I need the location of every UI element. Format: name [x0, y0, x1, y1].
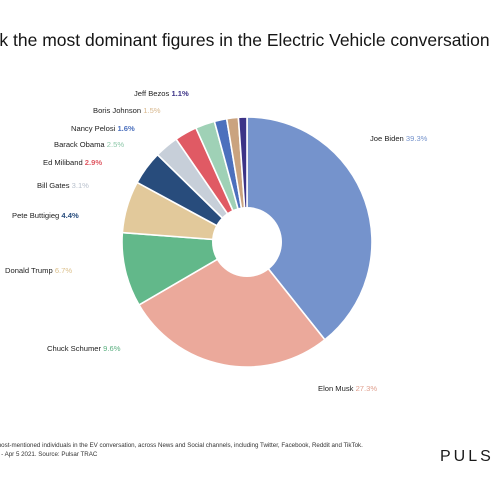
slice-label-joe-biden: Joe Biden 39.3% [370, 134, 428, 143]
slice-label-ed-miliband: Ed Miliband 2.9% [43, 158, 102, 167]
chart-title: nd Musk the most dominant figures in the… [0, 30, 490, 50]
slice-labels: Joe Biden 39.3% Elon Musk 27.3% Chuck Schu… [5, 89, 428, 393]
slice-label-boris-johnson: Boris Johnson 1.5% [93, 106, 161, 115]
slice-label-name: Jeff Bezos [134, 89, 171, 98]
slice-label-value: 39.3% [406, 134, 428, 143]
slice-joe-biden [246, 116, 373, 341]
slice-label-name: Chuck Schumer [47, 344, 103, 353]
footnote-line-2: 5 - Apr 5 2021. Source: Pulsar TRAC [0, 450, 98, 458]
slice-label-value: 27.3% [356, 384, 378, 393]
slice-label-value: 3.1% [72, 181, 90, 190]
brand-logo: PULS [440, 448, 494, 465]
slice-label-chuck-schumer: Chuck Schumer 9.6% [47, 344, 121, 353]
slice-label-value: 9.6% [103, 344, 121, 353]
slice-label-bill-gates: Bill Gates 3.1% [37, 181, 89, 190]
slice-label-value: 1.5% [143, 106, 161, 115]
donut-hole [212, 207, 282, 277]
footnote: most-mentioned individuals in the EV con… [0, 442, 367, 459]
slice-label-value: 6.7% [55, 266, 73, 275]
slice-label-nancy-pelosi: Nancy Pelosi 1.6% [71, 124, 135, 133]
footnote-line-1: most-mentioned individuals in the EV con… [0, 442, 363, 449]
slice-label-name: Boris Johnson [93, 106, 143, 115]
slice-label-value: 4.4% [61, 211, 79, 220]
slice-label-name: Joe Biden [370, 134, 406, 143]
slice-label-value: 1.6% [117, 124, 135, 133]
slice-label-name: Barack Obama [54, 140, 107, 149]
slice-label-elon-musk: Elon Musk 27.3% [318, 384, 377, 393]
slice-elon-musk [137, 240, 326, 368]
slice-label-name: Elon Musk [318, 384, 356, 393]
slice-label-value: 2.5% [107, 140, 125, 149]
slice-label-barack-obama: Barack Obama 2.5% [54, 140, 124, 149]
slice-label-name: Pete Buttigieg [12, 211, 61, 220]
slice-label-name: Nancy Pelosi [71, 124, 117, 133]
slice-label-jeff-bezos: Jeff Bezos 1.1% [134, 89, 189, 98]
slice-label-pete-buttigieg: Pete Buttigieg 4.4% [12, 211, 79, 220]
slice-label-value: 1.1% [171, 89, 189, 98]
slice-label-value: 2.9% [85, 158, 103, 167]
slice-label-name: Bill Gates [37, 181, 72, 190]
slice-label-name: Donald Trump [5, 266, 55, 275]
slice-label-donald-trump: Donald Trump 6.7% [5, 266, 72, 275]
slice-label-name: Ed Miliband [43, 158, 85, 167]
